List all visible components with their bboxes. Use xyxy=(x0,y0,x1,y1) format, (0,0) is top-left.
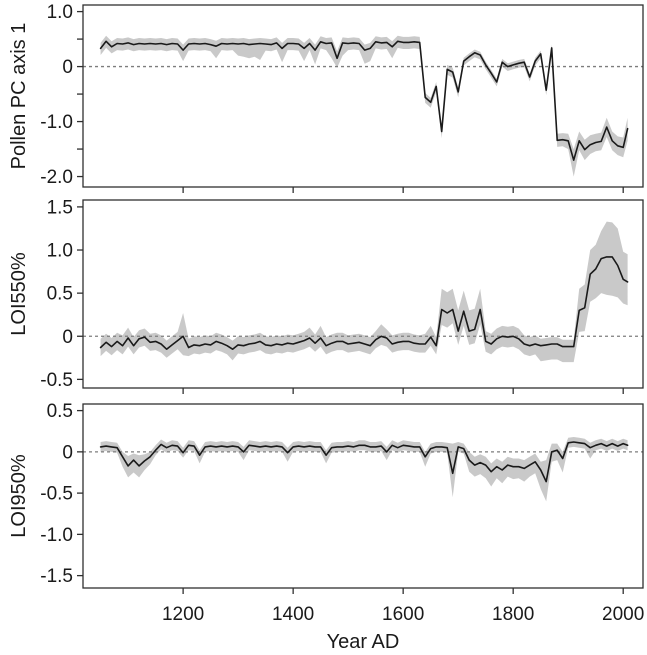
plot-border-panel-1 xyxy=(82,4,644,188)
confidence-band-panel-2 xyxy=(100,221,628,363)
y-tick-label-panel-2: 1.5 xyxy=(47,197,73,218)
y-tick-label-panel-3: -1.5 xyxy=(40,566,73,587)
mean-line-panel-2 xyxy=(99,256,629,351)
y-tick-label-panel-1: 1.0 xyxy=(47,2,73,23)
plot-border-panel-3 xyxy=(82,403,644,589)
mean-line-panel-3 xyxy=(99,441,629,483)
panel-1: 1.0 0 -1.0 -2.0 Pollen PC axis 1 xyxy=(8,2,644,193)
x-tick-label: 1200 xyxy=(162,604,204,625)
panel-2: 1.5 1.0 0.5 0 -0.5 LOI550% xyxy=(8,197,644,394)
plot-border-panel-2 xyxy=(82,199,644,389)
y-tick-label-panel-2: 1.0 xyxy=(47,241,73,262)
y-tick-label-panel-1: -1.0 xyxy=(40,112,73,133)
y-tick-label-panel-3: 0.5 xyxy=(47,401,73,422)
x-tick-label: 1600 xyxy=(382,604,424,625)
y-tick-label-panel-1: 0 xyxy=(62,57,73,78)
y-tick-label-panel-2: 0 xyxy=(62,327,73,348)
y-axis-title-panel-3: LOI950% xyxy=(8,454,30,538)
x-tick-label: 2000 xyxy=(602,604,644,625)
y-tick-label-panel-3: -1.0 xyxy=(40,525,73,546)
y-tick-label-panel-3: 0 xyxy=(62,442,73,463)
y-tick-label-panel-3: -0.5 xyxy=(40,484,73,505)
y-tick-label-panel-2: 0.5 xyxy=(47,284,73,305)
y-tick-label-panel-1: -2.0 xyxy=(40,167,73,188)
confidence-band-panel-3 xyxy=(100,437,628,502)
panel-3: 0.5 0 -0.5 -1.0 -1.5 1200 1400 1600 1800 2000 LOI9… xyxy=(8,401,644,625)
x-tick-label: 1400 xyxy=(272,604,314,625)
x-axis-title: Year AD xyxy=(327,631,400,653)
confidence-band-panel-1 xyxy=(100,35,628,177)
y-axis-title-panel-1: Pollen PC axis 1 xyxy=(8,23,30,170)
y-axis-title-panel-2: LOI550% xyxy=(8,252,30,336)
mean-line-panel-1 xyxy=(99,40,629,161)
y-tick-label-panel-2: -0.5 xyxy=(40,370,73,391)
x-tick-label: 1800 xyxy=(492,604,534,625)
